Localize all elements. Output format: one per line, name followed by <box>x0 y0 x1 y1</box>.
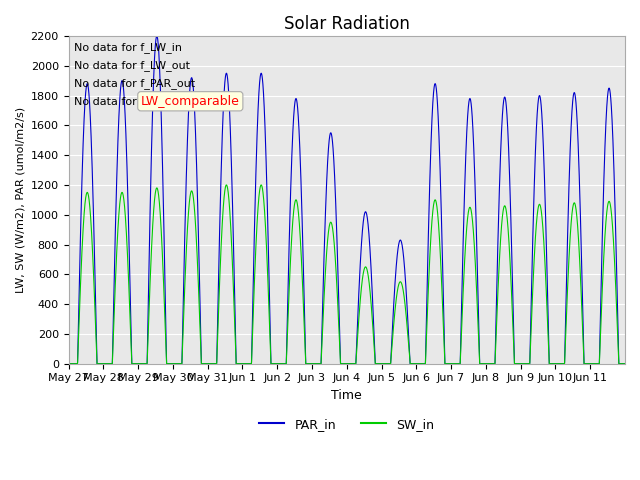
PAR_in <box>397 239 405 244</box>
Text: LW_comparable: LW_comparable <box>141 95 240 108</box>
PAR_in <box>180 265 188 271</box>
PAR_in <box>541 198 549 204</box>
PAR_in <box>153 33 161 39</box>
Y-axis label: LW, SW (W/m2), PAR (umol/m2/s): LW, SW (W/m2), PAR (umol/m2/s) <box>15 107 25 293</box>
SW_in <box>180 306 188 312</box>
SW_in <box>541 264 549 270</box>
PAR_in <box>527 317 534 323</box>
Text: No data for f_LW_in: No data for f_LW_in <box>74 43 182 53</box>
Line: PAR_in: PAR_in <box>68 36 625 364</box>
PAR_in <box>367 274 375 279</box>
SW_in <box>500 206 508 212</box>
SW_in <box>527 335 534 341</box>
Legend: PAR_in, SW_in: PAR_in, SW_in <box>255 413 439 435</box>
PAR_in <box>65 361 72 367</box>
X-axis label: Time: Time <box>332 389 362 402</box>
SW_in <box>65 361 72 367</box>
Line: SW_in: SW_in <box>68 185 625 364</box>
SW_in <box>621 361 629 367</box>
SW_in <box>367 305 375 311</box>
Text: No data for f_LW_out: No data for f_LW_out <box>74 60 190 72</box>
Title: Solar Radiation: Solar Radiation <box>284 15 410 33</box>
PAR_in <box>500 99 508 105</box>
SW_in <box>397 280 405 286</box>
Text: No data for f_SW_out: No data for f_SW_out <box>74 96 192 108</box>
Text: No data for f_PAR_out: No data for f_PAR_out <box>74 79 195 89</box>
SW_in <box>223 182 230 188</box>
PAR_in <box>621 361 629 367</box>
